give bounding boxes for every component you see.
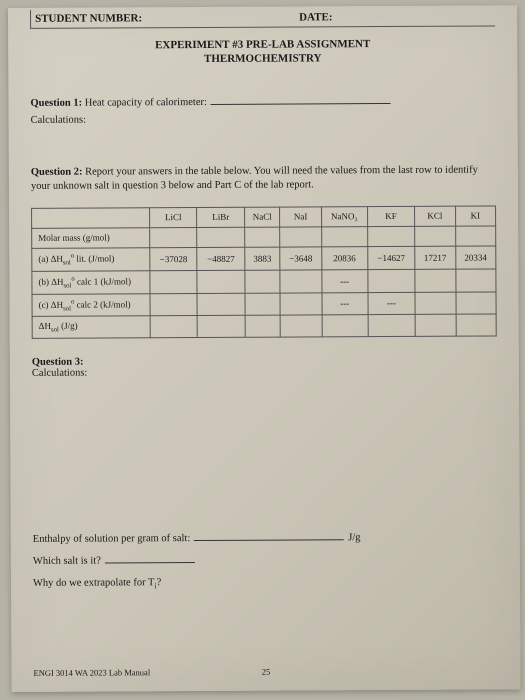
table-cell [415,314,456,336]
q2-label: Question 2: [31,166,83,177]
enthalpy-line: Enthalpy of solution per gram of salt: J/… [33,527,498,551]
table-cell [198,316,246,338]
table-cell: −48827 [197,247,245,270]
table-cell [280,292,321,315]
table-row: Molar mass (g/mol) [32,226,496,248]
table-cell: 17217 [415,246,456,269]
table-corner [32,208,150,229]
why-extrapolate-label: Why do we extrapolate for Ti? [33,577,161,589]
col-libr: LiBr [197,207,244,227]
question-2: Question 2: Report your answers in the t… [31,163,496,194]
table-cell [245,270,281,293]
enthalpy-blank [194,539,344,541]
row-label: (c) ΔHsolo calc 2 (kJ/mol) [32,293,150,316]
date-label: DATE: [295,7,495,26]
table-body: Molar mass (g/mol)(a) ΔHsolo lit. (J/mol… [32,226,497,339]
col-licl: LiCl [150,207,197,227]
col-nacl: NaCl [244,207,280,227]
q1-label: Question 1: [30,97,82,108]
table-cell: --- [368,292,416,315]
table-cell [415,226,456,246]
table-cell [455,226,496,246]
footer-left: ENGI 3014 WA 2023 Lab Manual [33,667,150,678]
table-cell [321,227,367,247]
table-cell [150,293,198,316]
table-cell [244,227,280,247]
title-block: EXPERIMENT #3 PRE-LAB ASSIGNMENT THERMOC… [30,36,495,67]
table-cell: −14627 [367,246,415,269]
table-cell [415,269,456,292]
question-1: Question 1: Heat capacity of calorimeter… [30,95,495,108]
table-cell: −37028 [150,247,198,270]
table-cell: --- [322,292,368,315]
col-kcl: KCl [415,206,456,226]
which-salt-line: Which salt is it? [33,549,498,573]
table-cell [197,270,245,293]
table-cell [322,315,368,337]
table-cell [150,270,198,293]
title-line2: THERMOCHEMISTRY [30,51,495,68]
row-label: (a) ΔHsolo lit. (J/mol) [32,248,150,271]
bottom-questions: Enthalpy of solution per gram of salt: J/… [33,527,498,596]
enthalpy-label: Enthalpy of solution per gram of salt: [33,533,191,545]
q3-calc-label: Calculations: [32,366,497,379]
table-row: (c) ΔHsolo calc 2 (kJ/mol) ------ [32,291,496,316]
table-cell [197,227,244,247]
table-cell: −3648 [280,247,321,270]
table-row: ΔHsol (J/g) [32,314,496,338]
q1-blank [211,103,391,105]
col-nano3: NaNO₃ [321,207,367,227]
data-table: LiCl LiBr NaCl NaI NaNO₃ KF KCl KI Molar… [31,205,497,339]
col-ki: KI [455,206,496,226]
table-row: (b) ΔHsolo calc 1 (kJ/mol) --- [32,269,496,294]
q2-text: Report your answers in the table below. … [31,164,478,192]
table-cell [245,315,281,337]
student-number-label: STUDENT NUMBER: [31,8,295,27]
table-cell [280,227,321,247]
q1-text: Heat capacity of calorimeter: [82,97,207,109]
col-kf: KF [367,206,414,226]
question-3: Question 3: Calculations: [32,355,497,379]
row-label: Molar mass (g/mol) [32,228,150,249]
which-salt-blank [105,562,195,563]
header-row: STUDENT NUMBER: DATE: [30,7,495,28]
table-cell [456,291,497,314]
table-cell: 20334 [455,246,496,269]
page-footer: ENGI 3014 WA 2023 Lab Manual 25 [33,665,498,677]
table-cell: --- [321,269,367,292]
table-cell [150,227,197,247]
table-cell [456,314,497,336]
q1-calc-label: Calculations: [31,112,496,125]
why-extrapolate-line: Why do we extrapolate for Ti? [33,571,498,596]
enthalpy-unit: J/g [348,532,360,543]
worksheet-page: STUDENT NUMBER: DATE: EXPERIMENT #3 PRE-… [8,5,521,692]
which-salt-label: Which salt is it? [33,556,101,567]
table-cell: 20836 [321,247,367,270]
table-cell [245,293,281,316]
table-cell [455,269,496,292]
table-cell [415,292,456,315]
row-label: ΔHsol (J/g) [32,316,150,338]
table-row: (a) ΔHsolo lit. (J/mol)−37028−488273883−… [32,246,496,271]
table-cell: 3883 [245,247,281,270]
col-nai: NaI [280,207,321,227]
table-cell [197,293,245,316]
table-cell [368,269,416,292]
table-cell [367,226,414,246]
table-header-row: LiCl LiBr NaCl NaI NaNO₃ KF KCl KI [32,206,496,228]
row-label: (b) ΔHsolo calc 1 (kJ/mol) [32,270,150,293]
page-number: 25 [262,667,271,677]
table-cell [368,315,416,337]
table-cell [150,316,198,338]
table-cell [280,270,321,293]
table-cell [281,315,322,337]
